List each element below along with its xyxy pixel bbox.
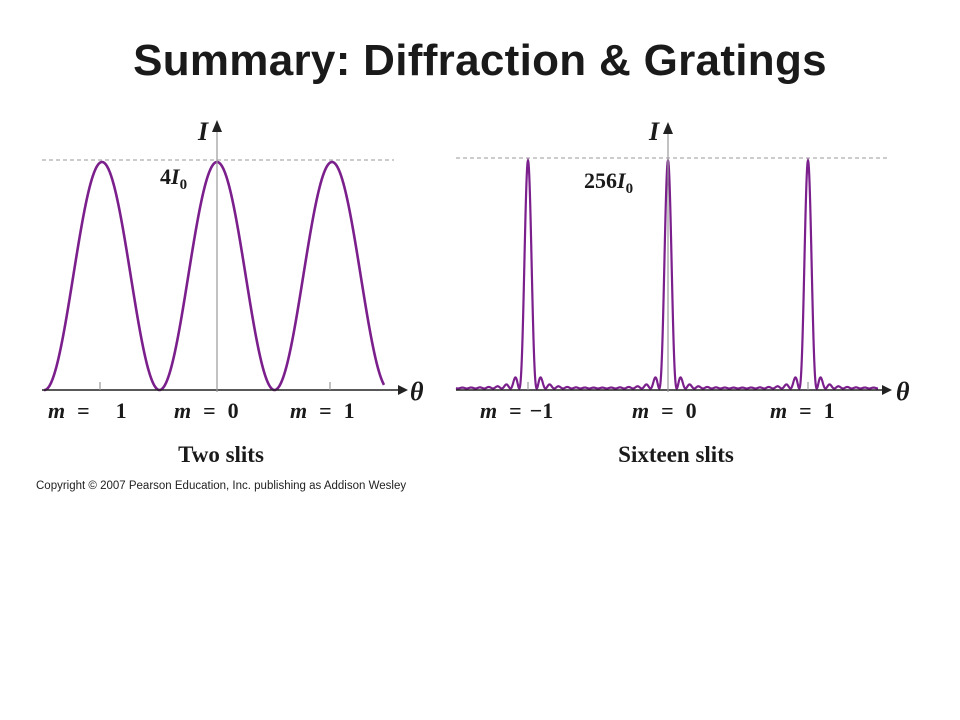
order-value: 1 <box>824 398 835 423</box>
order-value: 0 <box>228 398 239 423</box>
intensity-curve <box>43 160 386 392</box>
plot-two-slits: I θ 4I0 m = 1 m = 0 m = 1 Two slits <box>42 117 424 467</box>
equals-sign: = <box>661 398 674 423</box>
equals-sign: = <box>77 398 90 423</box>
m-symbol: m <box>48 398 65 423</box>
plot-caption: Two slits <box>178 442 264 467</box>
tick-label-m-left: m = −1 <box>480 398 553 423</box>
y-axis-label: I <box>197 117 209 146</box>
peak-value-number: 256 <box>584 168 617 193</box>
x-axis-arrowhead <box>398 385 408 395</box>
x-axis-label: θ <box>410 377 424 406</box>
equals-sign: = <box>799 398 812 423</box>
tick-label-m-left: m = 1 <box>48 398 127 423</box>
order-value: 1 <box>116 398 127 423</box>
y-axis-label: I <box>648 117 660 146</box>
peak-value-label: 4I0 <box>160 164 187 193</box>
peak-value-symbol: I <box>616 168 627 193</box>
slide-title: Summary: Diffraction & Gratings <box>133 36 827 85</box>
peak-value-subscript: 0 <box>180 177 188 193</box>
plot-sixteen-slits: I θ 256I0 m = −1 m = 0 m = 1 Sixteen slits <box>455 117 910 467</box>
y-axis-arrowhead <box>212 120 222 132</box>
tick-label-m-right: m = 1 <box>290 398 355 423</box>
tick-label-m-center: m = 0 <box>632 398 697 423</box>
order-value: 0 <box>686 398 697 423</box>
equals-sign: = <box>319 398 332 423</box>
intensity-curve <box>455 157 879 390</box>
m-symbol: m <box>174 398 191 423</box>
x-axis-arrowhead <box>882 385 892 395</box>
m-symbol: m <box>480 398 497 423</box>
peak-value-number: 4 <box>160 164 171 189</box>
m-symbol: m <box>290 398 307 423</box>
equals-sign: = <box>509 398 522 423</box>
peak-value-label: 256I0 <box>584 168 633 197</box>
order-value: 1 <box>344 398 355 423</box>
tick-label-m-center: m = 0 <box>174 398 239 423</box>
peak-value-symbol: I <box>170 164 181 189</box>
peak-value-subscript: 0 <box>626 181 634 197</box>
tick-label-m-right: m = 1 <box>770 398 835 423</box>
copyright-notice: Copyright © 2007 Pearson Education, Inc.… <box>36 480 407 492</box>
m-symbol: m <box>770 398 787 423</box>
order-value: −1 <box>530 398 554 423</box>
equals-sign: = <box>203 398 216 423</box>
m-symbol: m <box>632 398 649 423</box>
plot-caption: Sixteen slits <box>618 442 734 467</box>
x-axis-label: θ <box>896 377 910 406</box>
y-axis-arrowhead <box>663 122 673 134</box>
